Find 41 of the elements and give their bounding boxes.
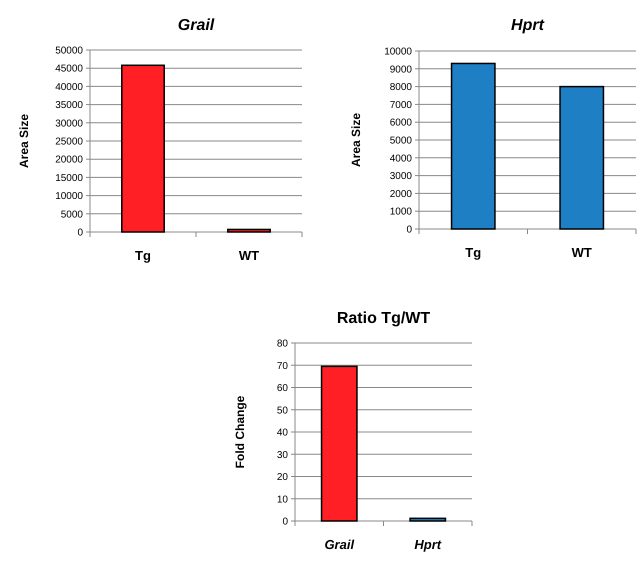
y-tick-label: 70 [276, 360, 288, 372]
y-tick-label: 20000 [55, 154, 84, 166]
x-tick-label: WT [238, 248, 260, 263]
y-tick-label: 35000 [55, 100, 84, 112]
chart-title: Ratio Tg/WT [336, 310, 430, 327]
y-tick-label: 8000 [390, 82, 412, 94]
y-tick-label: 25000 [55, 136, 84, 148]
y-tick-label: 0 [77, 228, 84, 238]
y-axis-title: Area Size [349, 112, 363, 168]
y-tick-label: 30000 [55, 118, 84, 130]
x-tick-label: Tg [465, 245, 482, 260]
y-tick-label: 20 [276, 472, 288, 483]
y-tick-label: 5000 [60, 209, 84, 220]
y-tick-label: 45000 [55, 64, 84, 75]
y-tick-label: 40000 [55, 82, 84, 93]
y-tick-label: 10 [276, 494, 288, 506]
y-tick-label: 0 [282, 516, 288, 528]
y-tick-label: 9000 [390, 64, 412, 76]
y-tick-label: 6000 [390, 118, 412, 129]
y-tick-label: 30 [276, 450, 288, 461]
y-tick-label: 1000 [390, 206, 412, 218]
chart-title: Grail [178, 17, 215, 34]
y-tick-label: 4000 [390, 153, 412, 164]
y-tick-label: 0 [406, 224, 412, 236]
y-tick-label: 10000 [384, 46, 412, 58]
y-tick-label: 80 [276, 338, 288, 350]
x-tick-label: WT [572, 245, 592, 260]
y-axis-title: Fold Change [233, 395, 247, 468]
y-axis-title: Area Size [17, 114, 31, 168]
y-tick-label: 7000 [390, 100, 412, 111]
y-tick-label: 60 [276, 383, 288, 394]
x-tick-label: Tg [135, 248, 151, 263]
y-tick-label: 50000 [55, 46, 84, 56]
chart-title: Hprt [511, 17, 545, 34]
y-tick-label: 5000 [390, 136, 412, 146]
y-tick-label: 3000 [390, 171, 412, 182]
y-tick-label: 15000 [55, 172, 84, 184]
y-tick-label: 10000 [55, 191, 84, 202]
y-tick-label: 50 [276, 405, 288, 416]
y-tick-label: 2000 [390, 188, 412, 200]
y-tick-label: 40 [276, 428, 288, 438]
